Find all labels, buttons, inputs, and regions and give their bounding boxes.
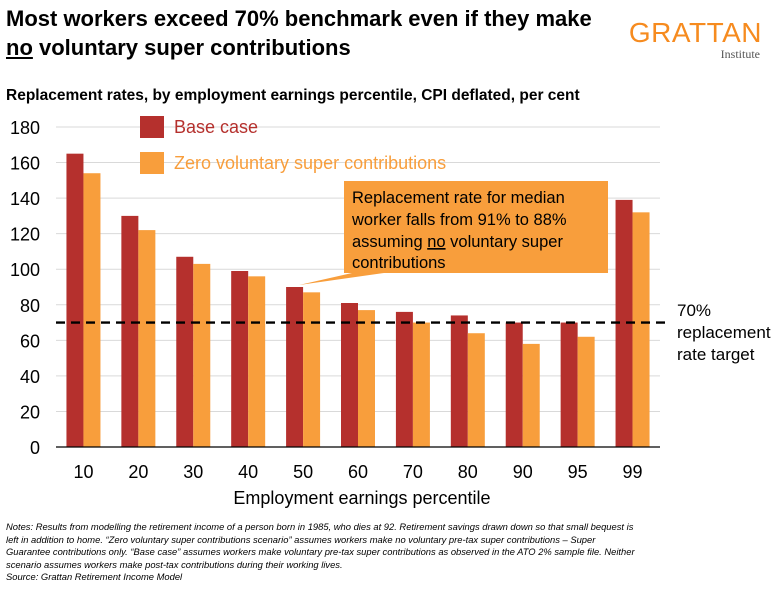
target-label-line: rate target — [677, 345, 755, 364]
bar-base-case — [286, 287, 304, 447]
bars — [66, 153, 650, 447]
x-tick-labels: 10 20 30 40 50 60 70 80 90 95 99 — [73, 462, 642, 482]
bar-chart: 0 20 40 60 80 100 120 140 160 180 10 20 30 40 50 60 70 8… — [10, 116, 771, 508]
x-tick-label: 90 — [513, 462, 533, 482]
bar-zero-voluntary — [412, 322, 430, 447]
y-tick-label: 160 — [10, 154, 40, 174]
notes-line-2: left in addition to home. “Zero voluntar… — [6, 533, 596, 545]
bar-base-case — [341, 303, 358, 447]
bar-zero-voluntary — [83, 173, 101, 447]
y-tick-label: 40 — [20, 367, 40, 387]
x-tick-label: 80 — [458, 462, 478, 482]
y-tick-label: 0 — [30, 438, 40, 458]
bar-base-case — [615, 199, 633, 447]
notes-line-4: scenario assumes workers make post-tax c… — [6, 558, 343, 570]
bar-zero-voluntary — [193, 263, 211, 447]
x-tick-label: 40 — [238, 462, 258, 482]
target-label-line: 70% — [677, 301, 711, 320]
target-label-line: replacement — [677, 323, 771, 342]
target-reference-label: 70% replacement rate target — [677, 301, 771, 364]
bar-zero-voluntary — [522, 343, 540, 447]
legend-label-base: Base case — [174, 117, 258, 137]
y-tick-label: 140 — [10, 189, 40, 209]
bar-zero-voluntary — [577, 336, 595, 447]
callout-line-1: Replacement rate for median — [352, 189, 565, 207]
bar-base-case — [231, 271, 249, 447]
chart-notes: Notes: Results from modelling the retire… — [6, 521, 770, 584]
y-tick-label: 120 — [10, 225, 40, 245]
legend-label-zero: Zero voluntary super contributions — [174, 153, 446, 173]
bar-zero-voluntary — [467, 333, 485, 447]
callout-line-4: contributions — [352, 254, 446, 272]
legend-swatch-base — [140, 116, 164, 138]
x-tick-label: 50 — [293, 462, 313, 482]
y-tick-label: 60 — [20, 331, 40, 351]
callout-line-2: worker falls from 91% to 88% — [351, 211, 567, 229]
median-callout: Replacement rate for median worker falls … — [299, 181, 608, 285]
y-tick-labels: 0 20 40 60 80 100 120 140 160 180 — [10, 118, 40, 458]
bar-base-case — [176, 256, 194, 447]
callout-pointer — [299, 273, 384, 285]
y-tick-label: 80 — [20, 296, 40, 316]
title-part-2: voluntary super contributions — [32, 35, 351, 60]
callout-text: voluntary super — [446, 233, 564, 251]
bar-base-case — [560, 322, 578, 447]
bar-base-case — [121, 215, 139, 447]
x-axis-label: Employment earnings percentile — [233, 488, 490, 508]
y-tick-label: 100 — [10, 260, 40, 280]
callout-line-3: assuming no voluntary super — [352, 233, 563, 251]
callout-emphasis: no — [427, 233, 445, 251]
bar-base-case — [505, 322, 523, 447]
legend: Base case Zero voluntary super contributi… — [140, 116, 446, 174]
logo-subtext: Institute — [720, 47, 760, 61]
bar-base-case — [450, 315, 468, 447]
bar-zero-voluntary — [138, 230, 156, 447]
x-tick-label: 10 — [73, 462, 93, 482]
bar-zero-voluntary — [632, 212, 650, 447]
callout-text: assuming — [352, 233, 427, 251]
bar-base-case — [66, 153, 84, 447]
x-tick-label: 70 — [403, 462, 423, 482]
legend-swatch-zero — [140, 152, 164, 174]
chart-title: Most workers exceed 70% benchmark even i… — [6, 4, 606, 62]
chart-subtitle: Replacement rates, by employment earning… — [6, 87, 580, 104]
bar-zero-voluntary — [303, 292, 321, 447]
title-part-1: Most workers exceed 70% benchmark even i… — [6, 6, 592, 31]
notes-source: Source: Grattan Retirement Income Model — [6, 571, 183, 582]
callout-box — [344, 181, 608, 273]
y-tick-label: 180 — [10, 118, 40, 138]
grattan-logo: GRATTAN Institute — [610, 17, 762, 61]
x-tick-label: 95 — [568, 462, 588, 482]
bar-zero-voluntary — [248, 276, 266, 447]
bar-zero-voluntary — [358, 310, 375, 447]
logo-name: GRATTAN — [628, 17, 762, 48]
x-tick-label: 60 — [348, 462, 368, 482]
notes-line-1: Notes: Results from modelling the retire… — [6, 521, 634, 532]
notes-line-3: Guarantee contributions only. “Base case… — [6, 546, 635, 557]
bar-base-case — [395, 311, 413, 447]
title-emphasis: no — [6, 35, 33, 60]
y-tick-label: 20 — [20, 402, 40, 422]
x-tick-label: 30 — [183, 462, 203, 482]
x-tick-label: 99 — [623, 462, 643, 482]
x-tick-label: 20 — [128, 462, 148, 482]
